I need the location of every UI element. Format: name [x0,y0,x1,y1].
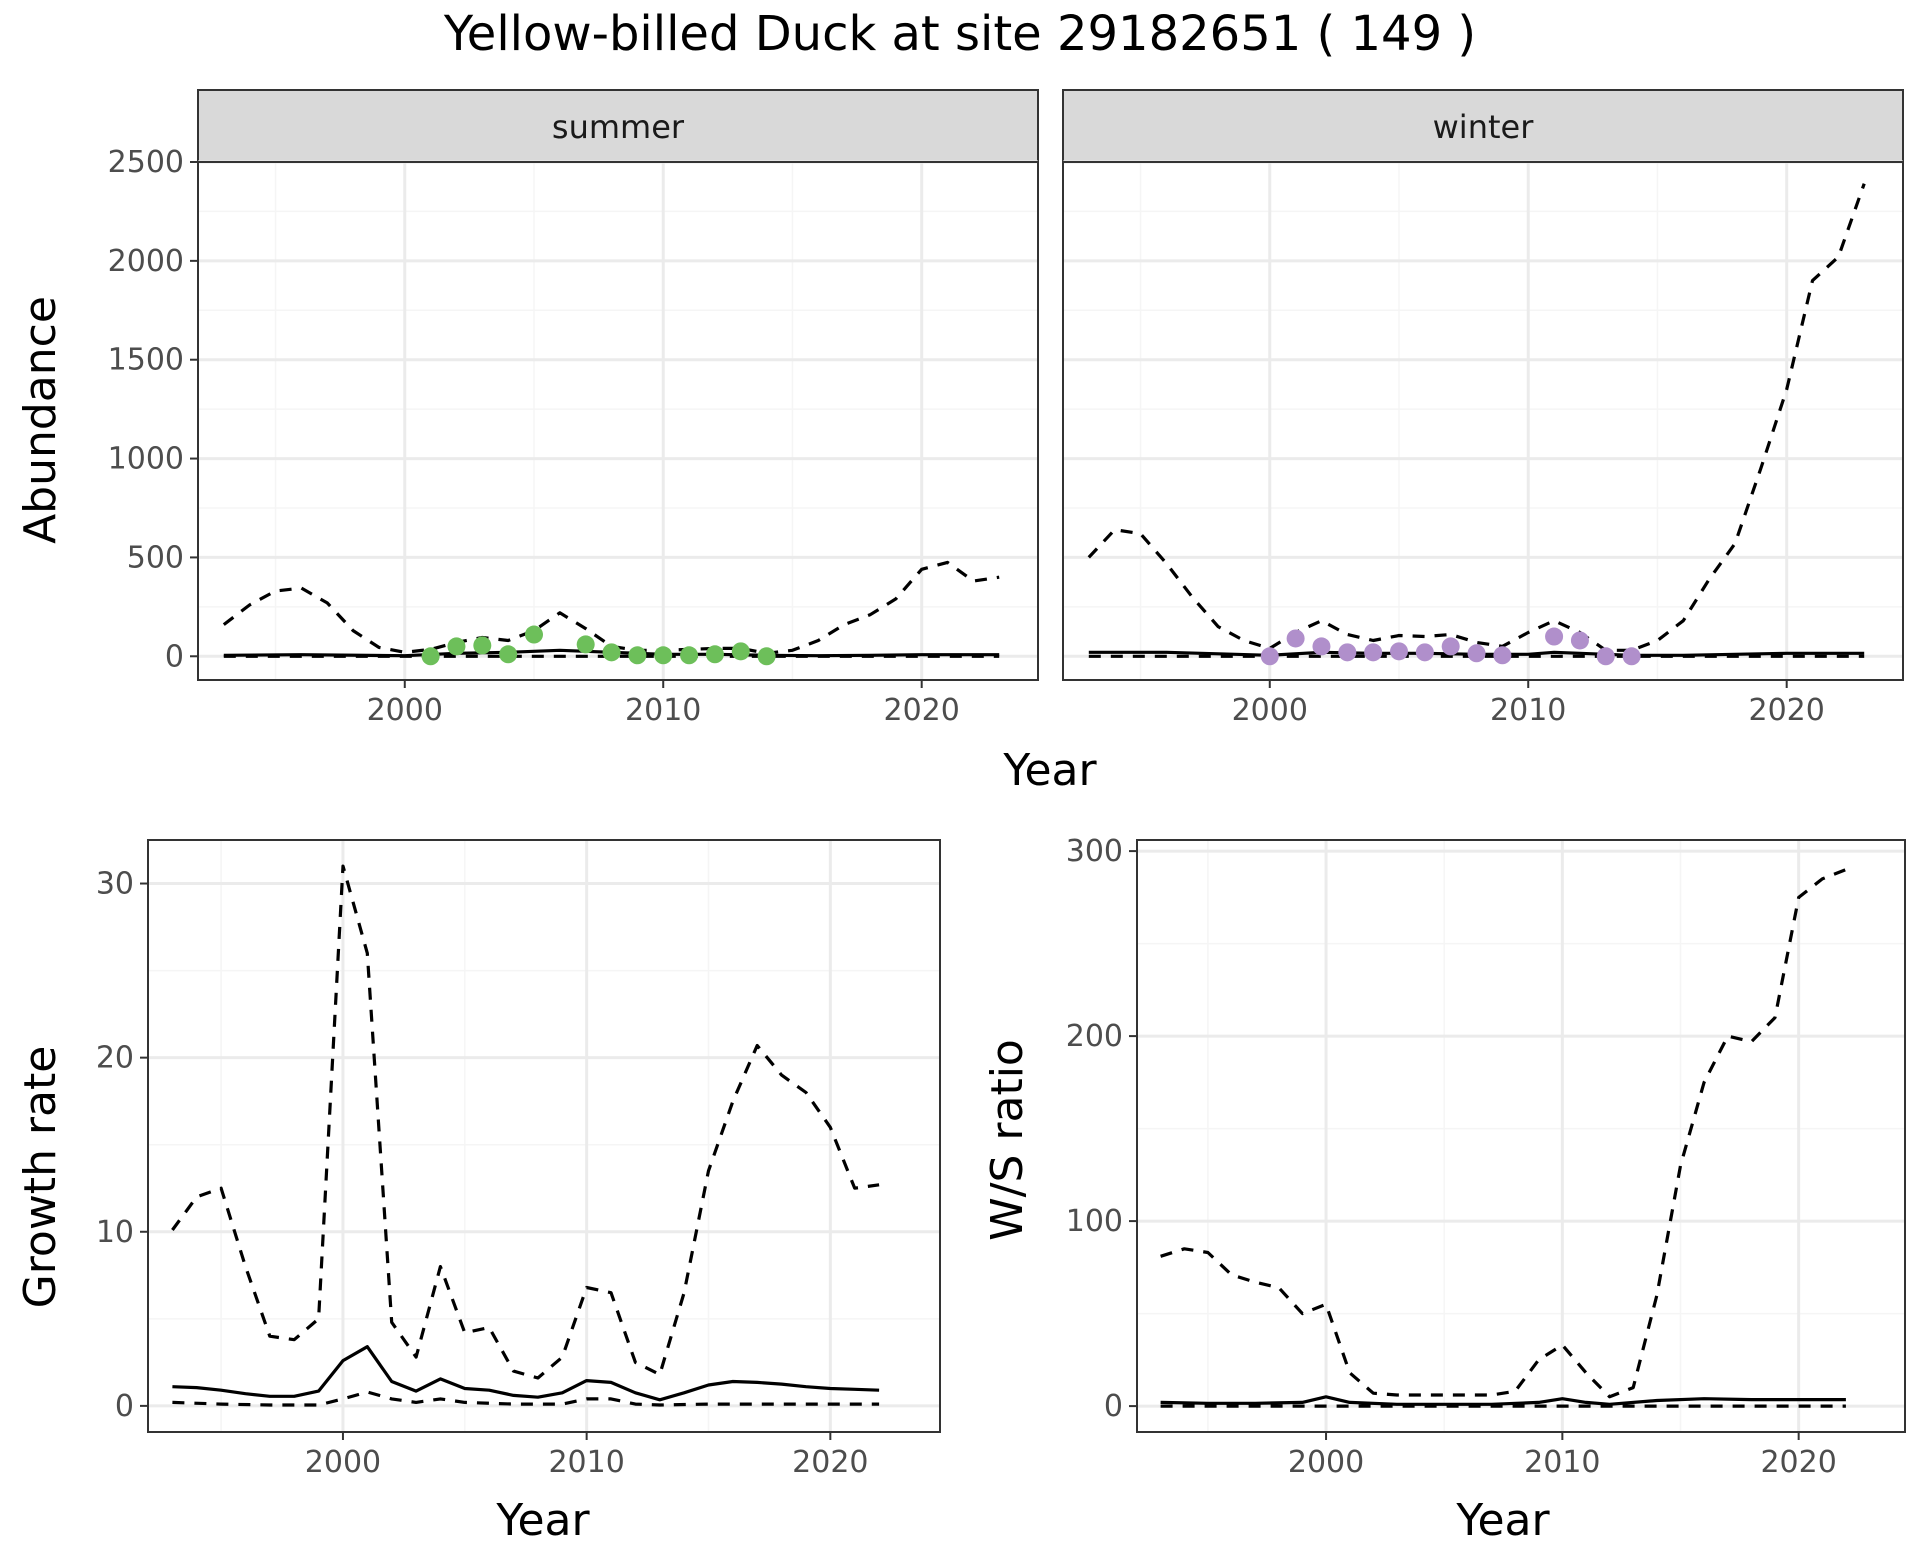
panel-border [1136,839,1906,1433]
strip-winter-label: winter [1433,108,1535,146]
data-point [1570,631,1589,650]
panel-growth-rate: 2000 2010 2020 0 10 20 30 [96,839,941,1480]
x-tick-label: 2010 [1490,693,1566,728]
strip-winter-bg [1062,89,1904,163]
x-tick-label: 2020 [792,1445,868,1480]
growth-y-axis-title: Growth rate [15,1046,66,1309]
panel-summer: 2000 2010 2020 0 500 1000 1500 2000 2500 [108,145,1039,728]
upper-bound-line [222,560,1000,655]
lower-bound-line [172,1390,880,1407]
panel-border [147,839,941,1433]
y-tick-label: 2500 [108,145,184,180]
data-point [1364,643,1383,662]
y-tick-label: 200 [1066,1019,1123,1054]
estimate-line [1088,650,1865,657]
panel-border [197,161,1039,681]
data-point [1596,647,1615,666]
y-tick-label: 1000 [108,442,184,477]
figure-title: Yellow-billed Duck at site 29182651 ( 14… [443,6,1476,62]
data-point [1390,642,1408,661]
x-tick-label: 2010 [548,1445,624,1480]
data-point [628,646,647,665]
data-point [447,637,466,656]
growth-x-axis-title: Year [495,1495,590,1546]
x-tick-label: 2010 [1524,1445,1600,1480]
strip-summer-bg [197,89,1039,163]
data-point [576,635,595,654]
top-x-axis-title: Year [1002,745,1097,796]
y-tick-label: 30 [96,867,134,902]
y-tick-label: 10 [96,1215,134,1250]
panel-ws-ratio: 2000 2010 2020 0 100 200 300 [1066,834,1906,1480]
y-tick-label: 0 [115,1389,134,1424]
top-y-axis-title: Abundance [15,296,66,544]
ratio-x-axis-title: Year [1455,1495,1550,1546]
data-point [1622,647,1641,666]
data-point [705,645,724,664]
data-point [1493,646,1512,665]
x-tick-label: 2020 [1749,693,1825,728]
x-tick-label: 2020 [1760,1445,1836,1480]
estimate-line [1160,1395,1846,1406]
data-point [1286,629,1305,648]
data-point [1312,637,1331,656]
data-point [1260,647,1279,666]
data-point [473,636,492,655]
data-point [1338,643,1357,662]
y-tick-label: 0 [165,639,184,674]
panel-winter: 2000 2010 2020 [1062,160,1904,728]
data-point [731,642,750,661]
upper-bound-line [1087,183,1866,652]
data-point [421,647,440,666]
data-point [525,625,543,644]
panel-border [1062,161,1904,681]
x-tick-label: 2000 [305,1445,381,1480]
data-point [1441,637,1460,656]
data-point [1415,643,1434,662]
y-tick-label: 1500 [108,343,184,378]
y-tick-label: 100 [1066,1204,1123,1239]
y-tick-label: 2000 [108,244,184,279]
x-tick-label: 2000 [1232,693,1308,728]
x-tick-label: 2010 [625,693,701,728]
y-tick-label: 500 [127,540,184,575]
strip-summer-label: summer [552,108,685,146]
data-point [654,646,673,665]
x-tick-label: 2000 [1288,1445,1364,1480]
y-tick-label: 20 [96,1041,134,1076]
upper-bound-line [171,864,880,1380]
y-tick-label: 0 [1104,1389,1123,1424]
estimate-line [172,1345,880,1402]
data-point [602,643,621,662]
data-point [757,647,776,666]
data-point [1467,644,1486,663]
data-point [499,645,518,664]
ratio-y-axis-title: W/S ratio [982,1039,1033,1241]
upper-bound-line [1160,868,1847,1399]
data-point [1545,627,1564,646]
data-point [680,646,699,665]
y-tick-label: 300 [1066,834,1123,869]
x-tick-label: 2000 [367,693,443,728]
x-tick-label: 2020 [884,693,960,728]
